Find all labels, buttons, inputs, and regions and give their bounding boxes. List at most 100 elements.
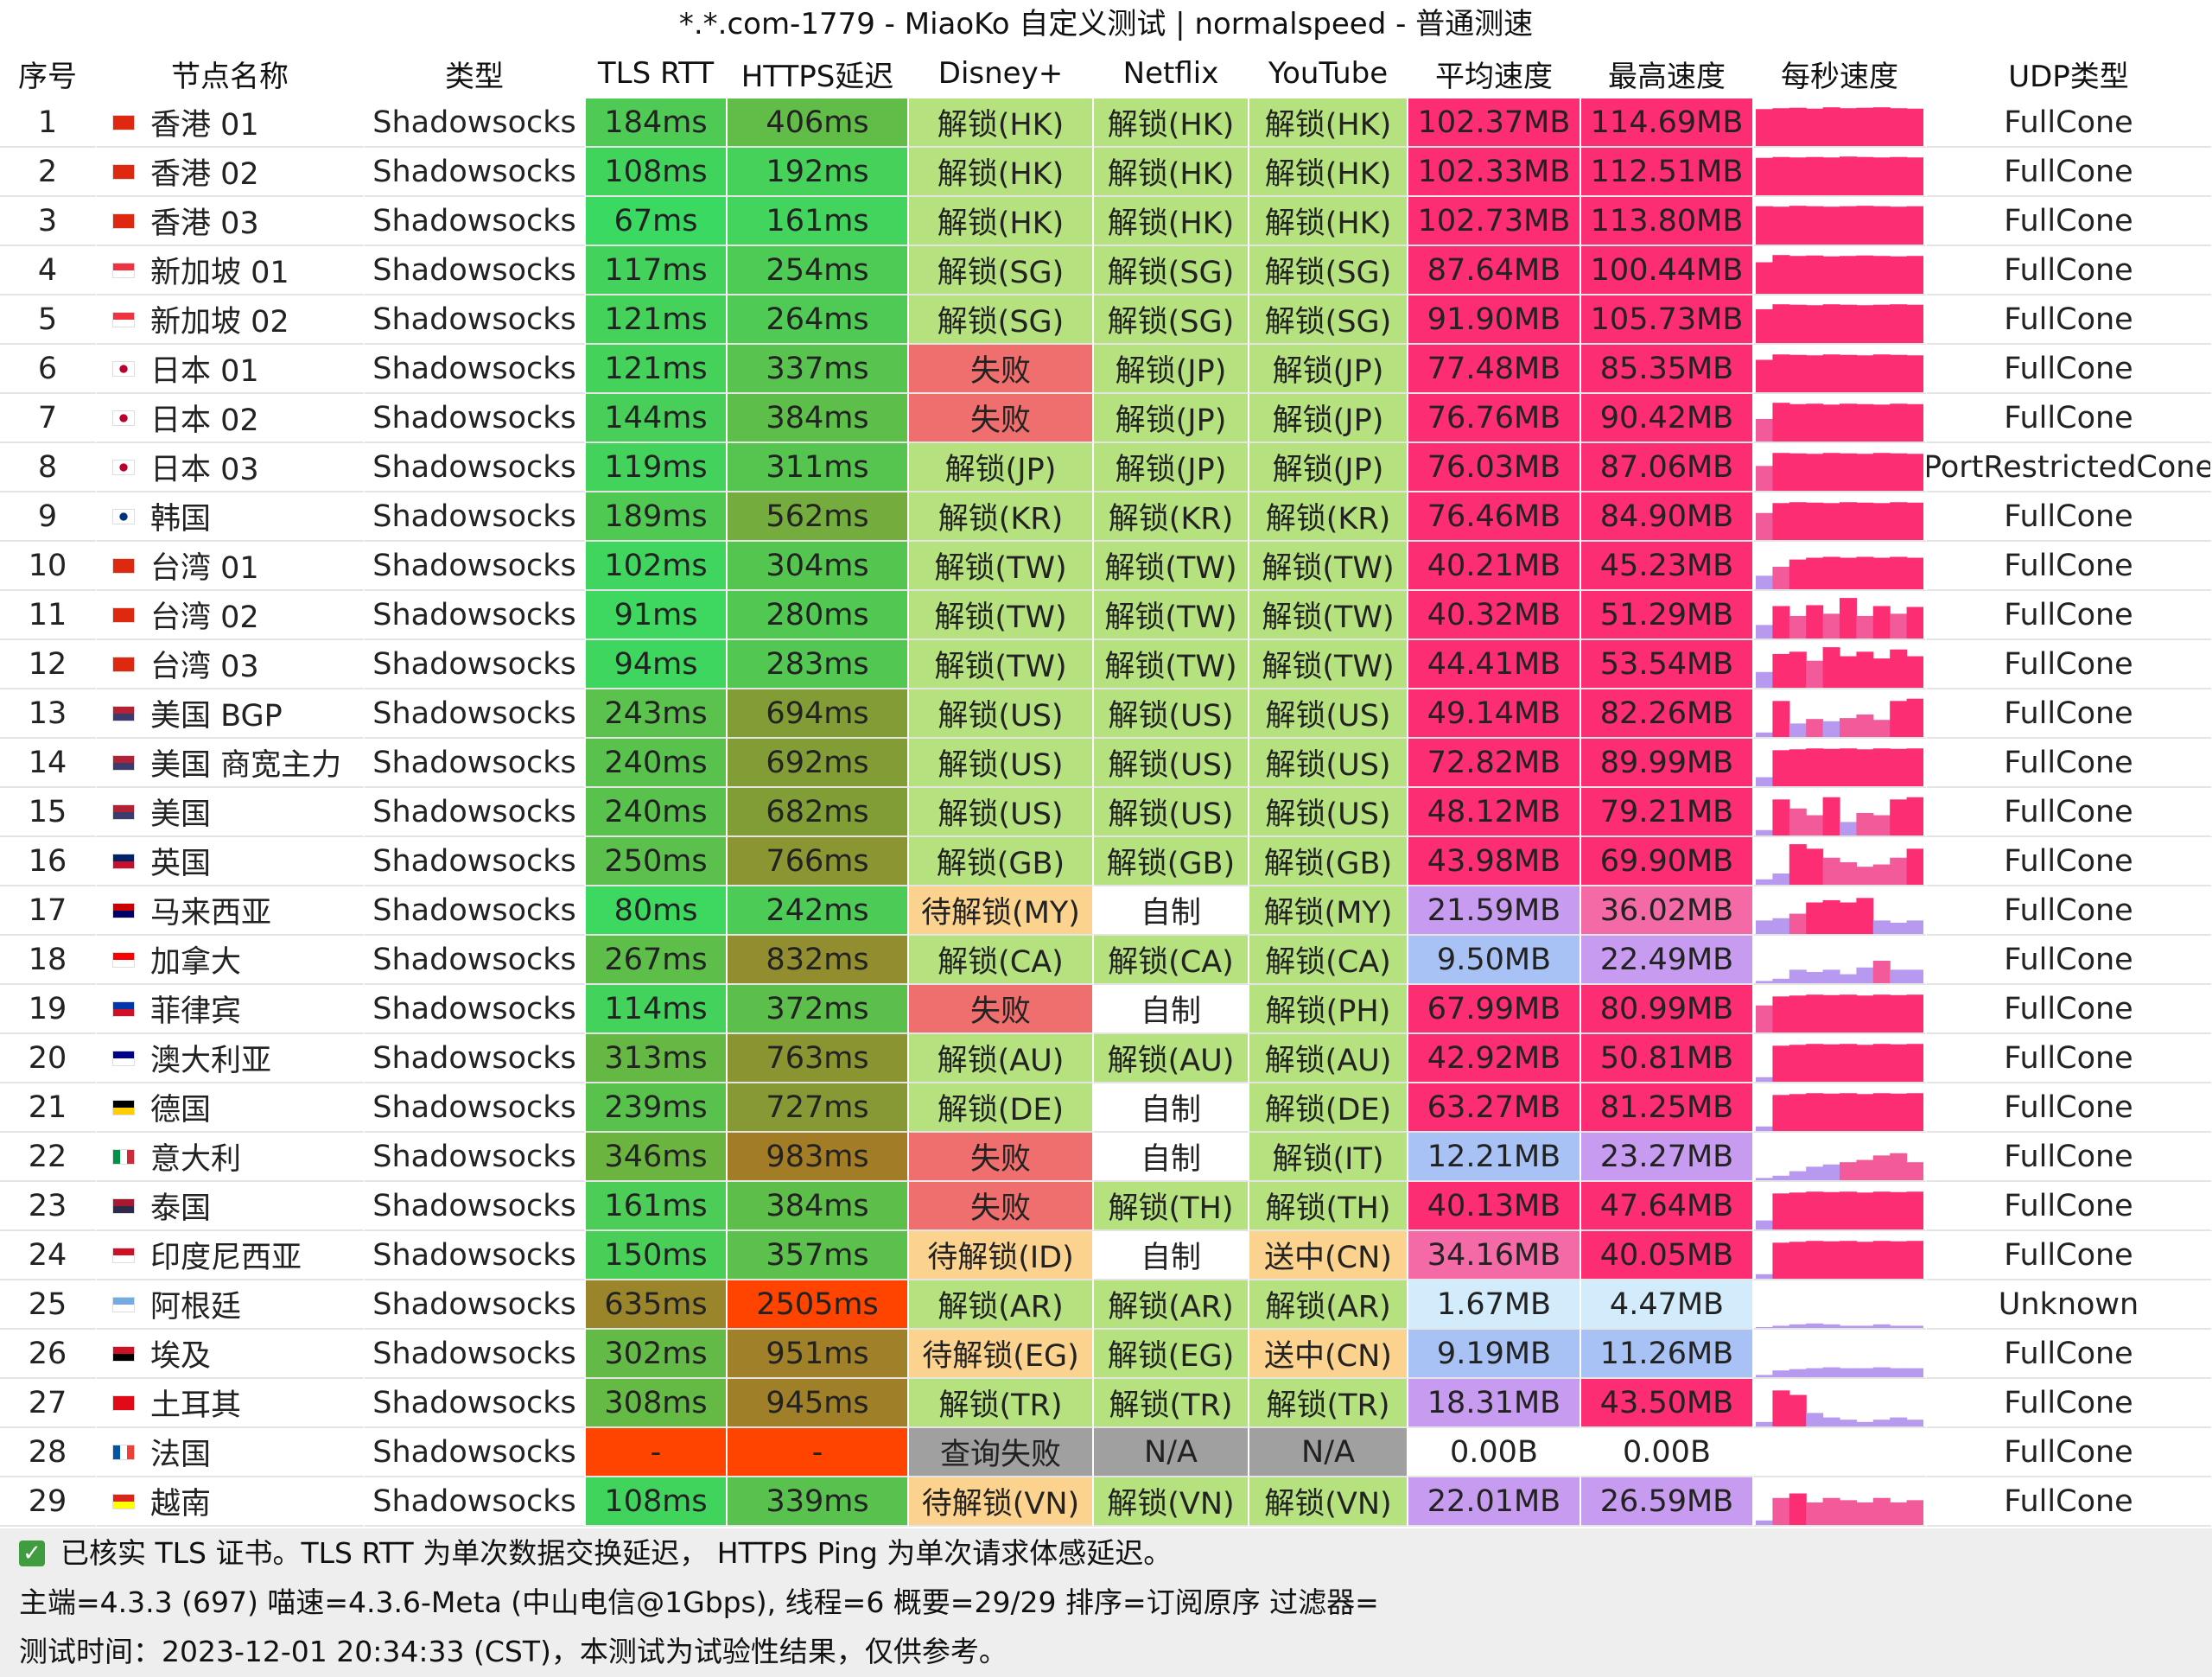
table-row[interactable]: 28 法国 Shadowsocks - - 查询失败 N/A N/A 0.00B 0.00B Ful… [0, 1428, 2212, 1477]
cell-udp: FullCone [1927, 345, 2212, 394]
speed-sparkline [1756, 107, 1923, 146]
table-row[interactable]: 6 日本 01 Shadowsocks 121ms 337ms 失败 解锁(JP) 解锁(JP… [0, 345, 2212, 394]
column-header-avg[interactable]: 平均速度 [1408, 48, 1581, 98]
flag-hk-icon [112, 213, 135, 229]
cell-spark [1754, 1330, 1927, 1379]
table-row[interactable]: 18 加拿大 Shadowsocks 267ms 832ms 解锁(CA) 解锁(CA) 解锁… [0, 936, 2212, 985]
sparkline-bar [1756, 1126, 1773, 1131]
table-row[interactable]: 21 德国 Shadowsocks 239ms 727ms 解锁(DE) 自制 解锁(DE) 6… [0, 1083, 2212, 1133]
cell-max: 82.26MB [1581, 689, 1754, 739]
sparkline-bar [1789, 844, 1807, 885]
sparkline-bar [1772, 701, 1790, 737]
cell-idx: 27 [0, 1379, 97, 1428]
cell-type: Shadowsocks [365, 246, 586, 295]
table-row[interactable]: 22 意大利 Shadowsocks 346ms 983ms 失败 自制 解锁(IT) 12.2… [0, 1133, 2212, 1182]
speed-sparkline [1756, 1493, 1923, 1525]
table-row[interactable]: 7 日本 02 Shadowsocks 144ms 384ms 失败 解锁(JP) 解锁(JP… [0, 394, 2212, 443]
sparkline-bar [1806, 255, 1824, 294]
cell-disney: 解锁(TW) [909, 640, 1094, 689]
sparkline-bar [1806, 971, 1824, 983]
table-row[interactable]: 13 美国 BGP Shadowsocks 243ms 694ms 解锁(US) 解锁(US… [0, 689, 2212, 739]
sparkline-bar [1772, 918, 1790, 934]
sparkline-bar [1789, 969, 1807, 983]
cell-disney: 待解锁(EG) [909, 1330, 1094, 1379]
sparkline-bar [1872, 404, 1891, 441]
table-row[interactable]: 11 台湾 02 Shadowsocks 91ms 280ms 解锁(TW) 解锁(TW) 解… [0, 591, 2212, 640]
table-row[interactable]: 27 土耳其 Shadowsocks 308ms 945ms 解锁(TR) 解锁(TR) 解锁… [0, 1379, 2212, 1428]
cell-youtube: 解锁(KR) [1249, 492, 1408, 542]
sparkline-bar [1772, 206, 1790, 245]
column-header-youtube[interactable]: YouTube [1249, 48, 1408, 98]
sparkline-bar [1756, 671, 1773, 688]
table-row[interactable]: 14 美国 商宽主力 Shadowsocks 240ms 692ms 解锁(US) 解锁(U… [0, 739, 2212, 788]
cell-name: 日本 02 [97, 394, 365, 443]
flag-my-icon [112, 902, 135, 918]
column-header-disney[interactable]: Disney+ [909, 48, 1094, 98]
cell-type: Shadowsocks [365, 739, 586, 788]
column-header-tls[interactable]: TLS RTT [586, 48, 728, 98]
sparkline-bar [1872, 354, 1891, 392]
column-header-type[interactable]: 类型 [365, 48, 586, 98]
column-header-name[interactable]: 节点名称 [97, 48, 365, 98]
column-header-netflix[interactable]: Netflix [1094, 48, 1249, 98]
sparkline-bar [1890, 354, 1908, 392]
sparkline-bar [1806, 660, 1824, 688]
sparkline-bar [1890, 1153, 1908, 1180]
table-row[interactable]: 9 韩国 Shadowsocks 189ms 562ms 解锁(KR) 解锁(KR) 解锁(K… [0, 492, 2212, 542]
column-header-idx[interactable]: 序号 [0, 48, 97, 98]
table-row[interactable]: 2 香港 02 Shadowsocks 108ms 192ms 解锁(HK) 解锁(HK) 解… [0, 148, 2212, 197]
table-row[interactable]: 3 香港 03 Shadowsocks 67ms 161ms 解锁(HK) 解锁(HK) 解锁… [0, 197, 2212, 246]
sparkline-bar [1806, 848, 1824, 885]
cell-youtube: 解锁(TW) [1249, 640, 1408, 689]
table-row[interactable]: 10 台湾 01 Shadowsocks 102ms 304ms 解锁(TW) 解锁(TW)… [0, 542, 2212, 591]
cell-disney: 解锁(AR) [909, 1280, 1094, 1330]
table-row[interactable]: 8 日本 03 Shadowsocks 119ms 311ms 解锁(JP) 解锁(JP) 解… [0, 443, 2212, 492]
footer-panel: ✓ 已核实 TLS 证书。TLS RTT 为单次数据交换延迟， HTTPS Pi… [0, 1528, 2212, 1677]
table-row[interactable]: 5 新加坡 02 Shadowsocks 121ms 264ms 解锁(SG) 解锁(SG)… [0, 295, 2212, 345]
column-header-https[interactable]: HTTPS延迟 [728, 48, 909, 98]
table-row[interactable]: 17 马来西亚 Shadowsocks 80ms 242ms 待解锁(MY) 自制 解锁(MY… [0, 886, 2212, 936]
cell-idx: 24 [0, 1231, 97, 1280]
cell-tls: 250ms [586, 837, 728, 886]
table-row[interactable]: 29 越南 Shadowsocks 108ms 339ms 待解锁(VN) 解锁(VN) 解锁… [0, 1477, 2212, 1527]
sparkline-bar [1856, 651, 1874, 688]
cell-avg: 18.31MB [1408, 1379, 1581, 1428]
cell-avg: 77.48MB [1408, 345, 1581, 394]
sparkline-bar [1822, 1164, 1840, 1180]
table-row[interactable]: 24 印度尼西亚 Shadowsocks 150ms 357ms 待解锁(ID) 自制 送中(… [0, 1231, 2212, 1280]
sparkline-bar [1840, 453, 1857, 491]
cell-name: 新加坡 02 [97, 295, 365, 345]
table-row[interactable]: 19 菲律宾 Shadowsocks 114ms 372ms 失败 自制 解锁(PH) 67.9… [0, 985, 2212, 1034]
cell-udp: FullCone [1927, 148, 2212, 197]
column-header-max[interactable]: 最高速度 [1581, 48, 1754, 98]
sparkline-bar [1906, 206, 1923, 245]
cell-name: 埃及 [97, 1330, 365, 1379]
table-row[interactable]: 23 泰国 Shadowsocks 161ms 384ms 失败 解锁(TH) 解锁(TH) 4… [0, 1182, 2212, 1231]
sparkline-bar [1822, 1497, 1840, 1525]
sparkline-bar [1789, 1192, 1807, 1229]
cell-max: 53.54MB [1581, 640, 1754, 689]
column-header-udp[interactable]: UDP类型 [1927, 48, 2212, 98]
cell-spark [1754, 1034, 1927, 1083]
sparkline-bar [1906, 108, 1923, 146]
table-row[interactable]: 15 美国 Shadowsocks 240ms 682ms 解锁(US) 解锁(US) 解锁(… [0, 788, 2212, 837]
cell-type: Shadowsocks [365, 591, 586, 640]
column-header-spark[interactable]: 每秒速度 [1754, 48, 1927, 98]
table-row[interactable]: 1 香港 01 Shadowsocks 184ms 406ms 解锁(HK) 解锁(HK) 解… [0, 98, 2212, 148]
table-row[interactable]: 20 澳大利亚 Shadowsocks 313ms 763ms 解锁(AU) 解锁(AU) 解… [0, 1034, 2212, 1083]
table-row[interactable]: 12 台湾 03 Shadowsocks 94ms 283ms 解锁(TW) 解锁(TW) 解… [0, 640, 2212, 689]
table-row[interactable]: 16 英国 Shadowsocks 250ms 766ms 解锁(GB) 解锁(GB) 解锁(… [0, 837, 2212, 886]
sparkline-bar [1756, 1326, 1773, 1328]
sparkline-bar [1756, 308, 1773, 343]
cell-spark [1754, 295, 1927, 345]
cell-spark [1754, 936, 1927, 985]
speed-sparkline [1756, 304, 1923, 343]
cell-max: 112.51MB [1581, 148, 1754, 197]
table-row[interactable]: 4 新加坡 01 Shadowsocks 117ms 254ms 解锁(SG) 解锁(SG)… [0, 246, 2212, 295]
cell-max: 47.64MB [1581, 1182, 1754, 1231]
cell-max: 0.00B [1581, 1428, 1754, 1477]
cell-tls: 346ms [586, 1133, 728, 1182]
table-row[interactable]: 25 阿根廷 Shadowsocks 635ms 2505ms 解锁(AR) 解锁(AR) 解… [0, 1280, 2212, 1330]
sparkline-bar [1856, 1421, 1874, 1426]
table-row[interactable]: 26 埃及 Shadowsocks 302ms 951ms 待解锁(EG) 解锁(EG) 送中… [0, 1330, 2212, 1379]
